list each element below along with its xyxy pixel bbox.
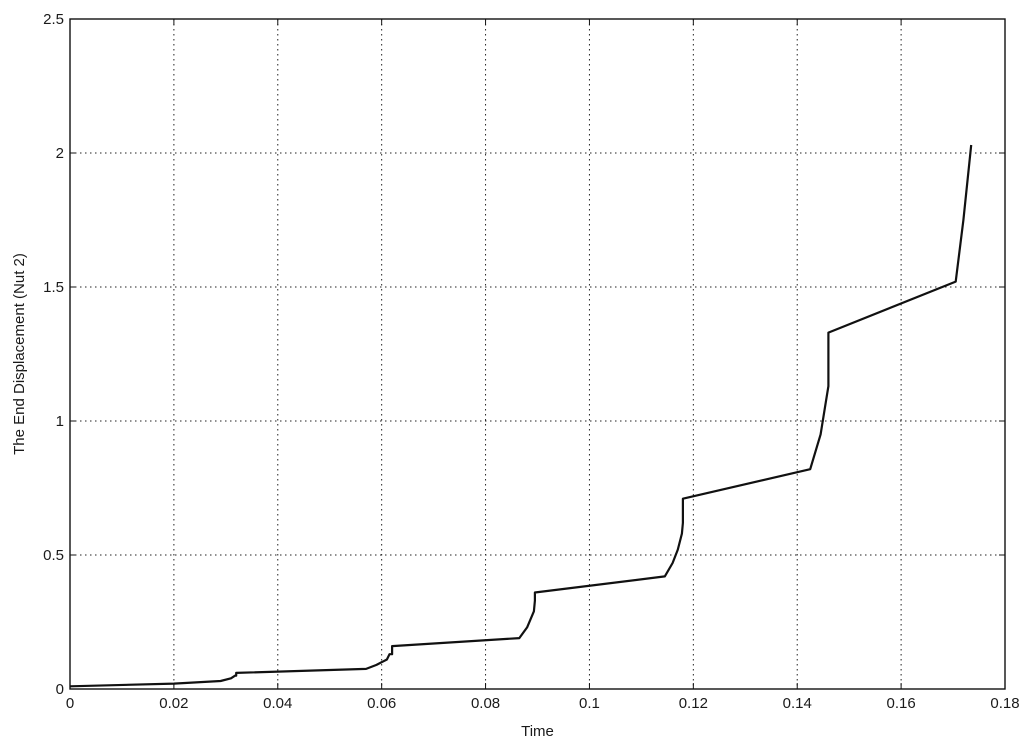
y-tick-label: 0.5	[43, 547, 64, 564]
x-tick-label: 0.1	[579, 695, 600, 712]
x-axis-label: Time	[521, 723, 554, 740]
y-tick-label: 1.5	[43, 279, 64, 296]
data-series	[69, 144, 973, 688]
y-tick-label: 0	[56, 681, 64, 698]
y-axis-label: The End Displacement (Nut 2)	[11, 253, 28, 455]
y-tick-label: 2.5	[43, 11, 64, 28]
x-tick-label: 0.16	[887, 695, 916, 712]
y-tick-label: 1	[56, 413, 64, 430]
x-tick-label: 0.14	[783, 695, 812, 712]
x-tick-label: 0.12	[679, 695, 708, 712]
displacement-series-line	[69, 144, 973, 688]
x-tick-label: 0.04	[263, 695, 292, 712]
grid-lines	[70, 19, 1005, 689]
axis-ticks: 0 0.02 0.04 0.06 0.08 0.1 0.12 0.14 0.16 0.18 0 0.5…	[43, 11, 1019, 712]
x-tick-label: 0	[66, 695, 74, 712]
x-tick-label: 0.02	[159, 695, 188, 712]
x-tick-label: 0.08	[471, 695, 500, 712]
plot-frame	[69, 18, 1006, 690]
x-tick-label: 0.18	[990, 695, 1019, 712]
y-tick-label: 2	[56, 145, 64, 162]
x-tick-label: 0.06	[367, 695, 396, 712]
